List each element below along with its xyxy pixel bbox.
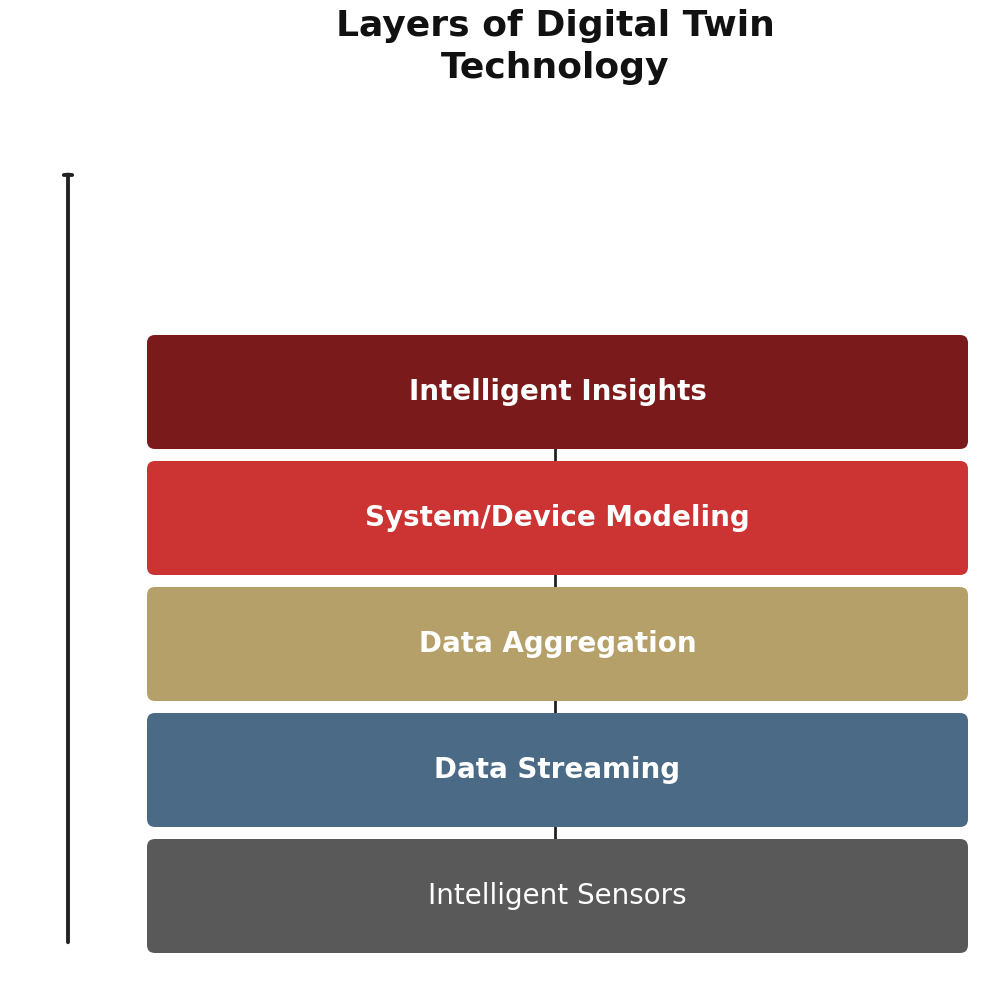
FancyBboxPatch shape — [147, 587, 968, 701]
Text: System/Device Modeling: System/Device Modeling — [365, 504, 750, 532]
FancyBboxPatch shape — [147, 839, 968, 953]
Text: Layers of Digital Twin
Technology: Layers of Digital Twin Technology — [336, 9, 774, 85]
Text: Intelligent Insights: Intelligent Insights — [409, 378, 706, 406]
Text: Intelligent Sensors: Intelligent Sensors — [428, 882, 687, 910]
Text: Data Streaming: Data Streaming — [434, 756, 681, 784]
FancyBboxPatch shape — [147, 713, 968, 827]
Text: Data Aggregation: Data Aggregation — [419, 630, 696, 658]
FancyBboxPatch shape — [147, 461, 968, 575]
FancyBboxPatch shape — [147, 335, 968, 449]
